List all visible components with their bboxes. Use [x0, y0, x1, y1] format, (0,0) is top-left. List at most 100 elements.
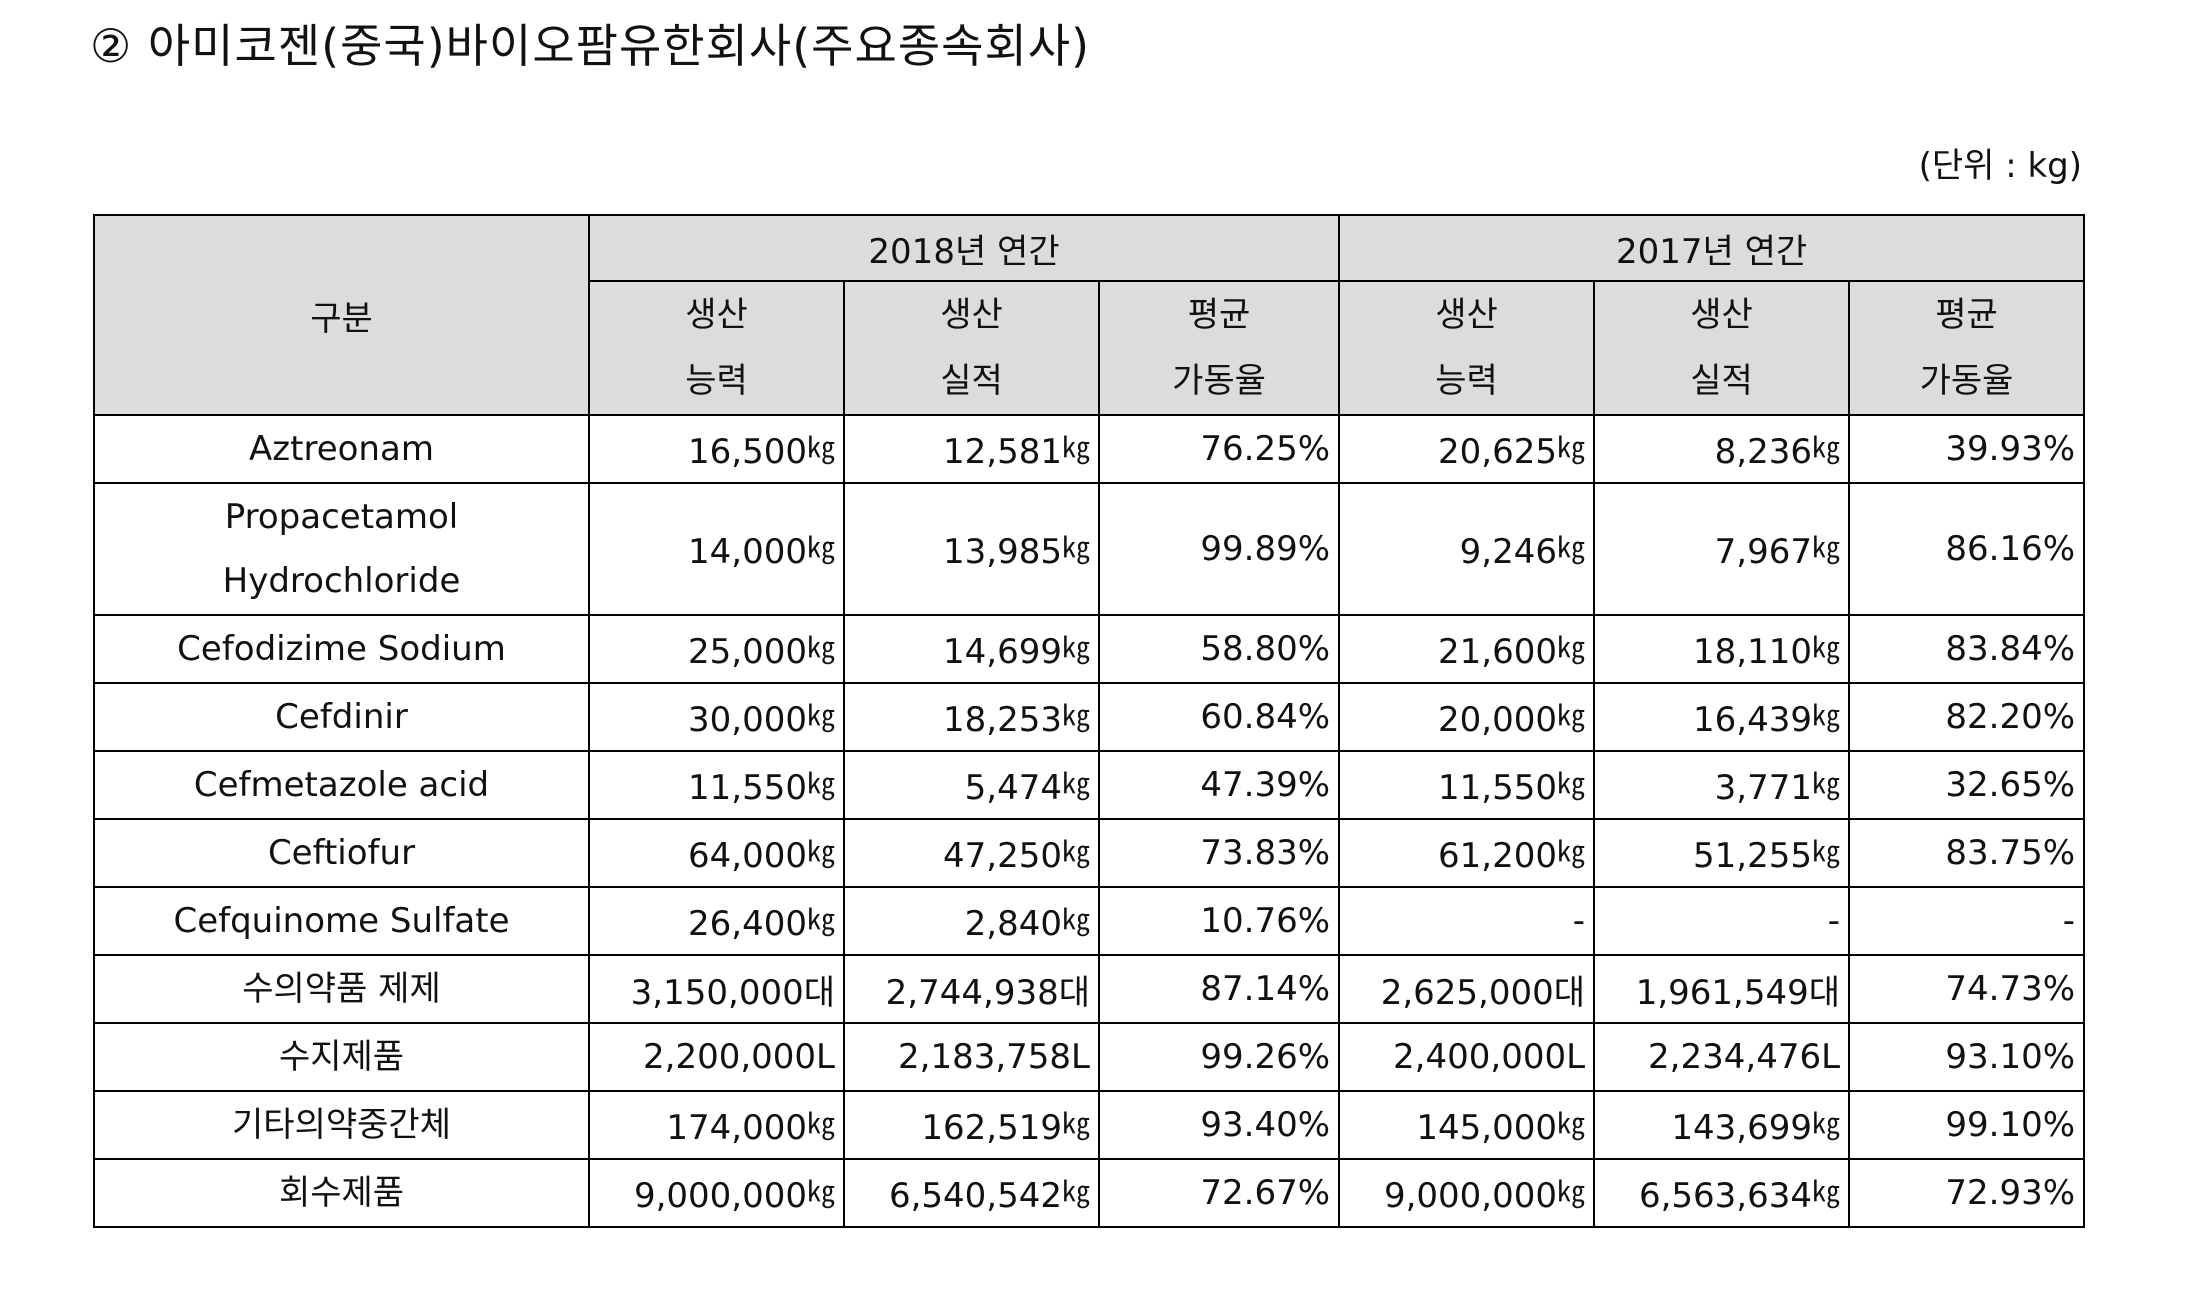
table-cell: -	[1593, 886, 1851, 956]
header-item: 구분	[93, 214, 590, 416]
table-cell: 93.10%	[1848, 1022, 2086, 1092]
header-sub-rate-2018: 평균 가동율	[1097, 280, 1341, 416]
table-cell: 58.80%	[1097, 614, 1341, 684]
table-cell: 2,840㎏	[843, 886, 1100, 956]
table-cell: 9,246㎏	[1338, 482, 1596, 616]
table-cell: 16,439㎏	[1593, 682, 1851, 752]
unit-kg: ㎏	[1557, 631, 1586, 664]
unit-kg: ㎏	[806, 903, 835, 936]
header-group-2018: 2018년 연간	[587, 214, 1341, 282]
unit-kg: ㎏	[806, 699, 835, 732]
unit-kg: ㎏	[1812, 431, 1841, 464]
table-cell: 82.20%	[1848, 682, 2086, 752]
table-cell: 72.67%	[1097, 1158, 1341, 1228]
table-cell: 25,000㎏	[588, 614, 845, 684]
unit-kg: ㎏	[1557, 767, 1586, 800]
table-cell: 14,699㎏	[843, 614, 1100, 684]
table-cell: 99.89%	[1097, 482, 1341, 616]
unit-kg: ㎏	[1812, 1175, 1841, 1208]
header-sub-rate-2017: 평균 가동율	[1848, 280, 2086, 416]
unit-kg: ㎏	[1557, 1107, 1586, 1140]
row-label: Propacetamol Hydrochloride	[93, 482, 590, 616]
production-table: 구분 2018년 연간 2017년 연간 생산 능력 생산 실적 평균 가동율 생산 능…	[93, 214, 2086, 1228]
header-sub-capacity-2018: 생산 능력	[588, 280, 845, 416]
unit-kg: ㎏	[1061, 903, 1090, 936]
unit-kg: ㎏	[1557, 1175, 1586, 1208]
table-cell: -	[1338, 886, 1596, 956]
row-label: Cefmetazole acid	[93, 750, 590, 820]
table-row: Aztreonam 16,500㎏ 12,581㎏ 76.25% 20,625㎏ 8,23…	[93, 414, 2086, 484]
header-sub-output-2018: 생산 실적	[843, 280, 1100, 416]
table-cell: 39.93%	[1848, 414, 2086, 484]
table-row: 기타의약중간체 174,000㎏ 162,519㎏ 93.40% 145,000㎏ 143…	[93, 1090, 2086, 1160]
page-title: ② 아미코젠(중국)바이오팜유한회사(주요종속회사)	[90, 19, 1091, 73]
table-cell: 2,625,000대	[1338, 954, 1596, 1024]
unit-kg: ㎏	[806, 1175, 835, 1208]
table-row: Cefdinir 30,000㎏ 18,253㎏ 60.84% 20,000㎏ 16,43…	[93, 682, 2086, 752]
unit-kg: ㎏	[1812, 631, 1841, 664]
table-cell: 72.93%	[1848, 1158, 2086, 1228]
unit-kg: ㎏	[806, 631, 835, 664]
unit-kg: ㎏	[1812, 835, 1841, 868]
table-cell: 145,000㎏	[1338, 1090, 1596, 1160]
unit-kg: ㎏	[1061, 767, 1090, 800]
table-cell: 3,771㎏	[1593, 750, 1851, 820]
table-cell: 99.10%	[1848, 1090, 2086, 1160]
unit-kg: ㎏	[1061, 699, 1090, 732]
unit-kg: ㎏	[1812, 1107, 1841, 1140]
table-cell: 60.84%	[1097, 682, 1341, 752]
table-cell: 20,000㎏	[1338, 682, 1596, 752]
table-cell: 26,400㎏	[588, 886, 845, 956]
table-row: 수지제품 2,200,000L 2,183,758L 99.26% 2,400,000L…	[93, 1022, 2086, 1092]
table-cell: 51,255㎏	[1593, 818, 1851, 888]
table-cell: 12,581㎏	[843, 414, 1100, 484]
table-row: 회수제품 9,000,000㎏ 6,540,542㎏ 72.67% 9,000,000㎏…	[93, 1158, 2086, 1228]
table-cell: 2,234,476L	[1593, 1022, 1851, 1092]
table-cell: 143,699㎏	[1593, 1090, 1851, 1160]
row-label: 수의약품 제제	[93, 954, 590, 1024]
table-cell: 83.84%	[1848, 614, 2086, 684]
table-cell: 2,183,758L	[843, 1022, 1100, 1092]
table-cell: 8,236㎏	[1593, 414, 1851, 484]
table-cell: 47,250㎏	[843, 818, 1100, 888]
table-cell: 86.16%	[1848, 482, 2086, 616]
row-label: Cefodizime Sodium	[93, 614, 590, 684]
table-cell: 18,110㎏	[1593, 614, 1851, 684]
header-row-subcolumns: 생산 능력 생산 실적 평균 가동율 생산 능력 생산 실적 평균 가동율	[94, 280, 2086, 416]
table-cell: 30,000㎏	[588, 682, 845, 752]
row-label: 수지제품	[93, 1022, 590, 1092]
table-cell: 2,400,000L	[1338, 1022, 1596, 1092]
table-cell: 7,967㎏	[1593, 482, 1851, 616]
unit-kg: ㎏	[806, 431, 835, 464]
table-cell: 61,200㎏	[1338, 818, 1596, 888]
unit-kg: ㎏	[1061, 835, 1090, 868]
table-cell: 2,744,938대	[843, 954, 1100, 1024]
header-group-2017: 2017년 연간	[1338, 214, 2086, 282]
unit-note: (단위 : kg)	[1918, 146, 2082, 186]
table-cell: 162,519㎏	[843, 1090, 1100, 1160]
unit-kg: ㎏	[1812, 767, 1841, 800]
table-cell: 16,500㎏	[588, 414, 845, 484]
table-cell: 73.83%	[1097, 818, 1341, 888]
table-row: Propacetamol Hydrochloride 14,000㎏ 13,985㎏ 9…	[93, 482, 2086, 616]
header-row-groups: 구분 2018년 연간 2017년 연간	[93, 214, 2086, 416]
unit-kg: ㎏	[1061, 631, 1090, 664]
unit-kg: ㎏	[1557, 431, 1586, 464]
table-row: Ceftiofur 64,000㎏ 47,250㎏ 73.83% 61,200㎏ 51,2…	[93, 818, 2086, 888]
row-label: 기타의약중간체	[93, 1090, 590, 1160]
table-cell: 14,000㎏	[588, 482, 845, 616]
table-row: 수의약품 제제 3,150,000대 2,744,938대 87.14% 2,625,0…	[93, 954, 2086, 1024]
table-cell: 21,600㎏	[1338, 614, 1596, 684]
table-cell: 32.65%	[1848, 750, 2086, 820]
table-cell: 76.25%	[1097, 414, 1341, 484]
table-cell: 87.14%	[1097, 954, 1341, 1024]
unit-kg: ㎏	[1557, 531, 1586, 564]
unit-kg: ㎏	[1061, 1107, 1090, 1140]
table-row: Cefmetazole acid 11,550㎏ 5,474㎏ 47.39% 11,55…	[93, 750, 2086, 820]
table-cell: 20,625㎏	[1338, 414, 1596, 484]
table-cell: 64,000㎏	[588, 818, 845, 888]
table-cell: 74.73%	[1848, 954, 2086, 1024]
table-cell: 2,200,000L	[588, 1022, 845, 1092]
table-cell: 1,961,549대	[1593, 954, 1851, 1024]
unit-kg: ㎏	[1557, 699, 1586, 732]
